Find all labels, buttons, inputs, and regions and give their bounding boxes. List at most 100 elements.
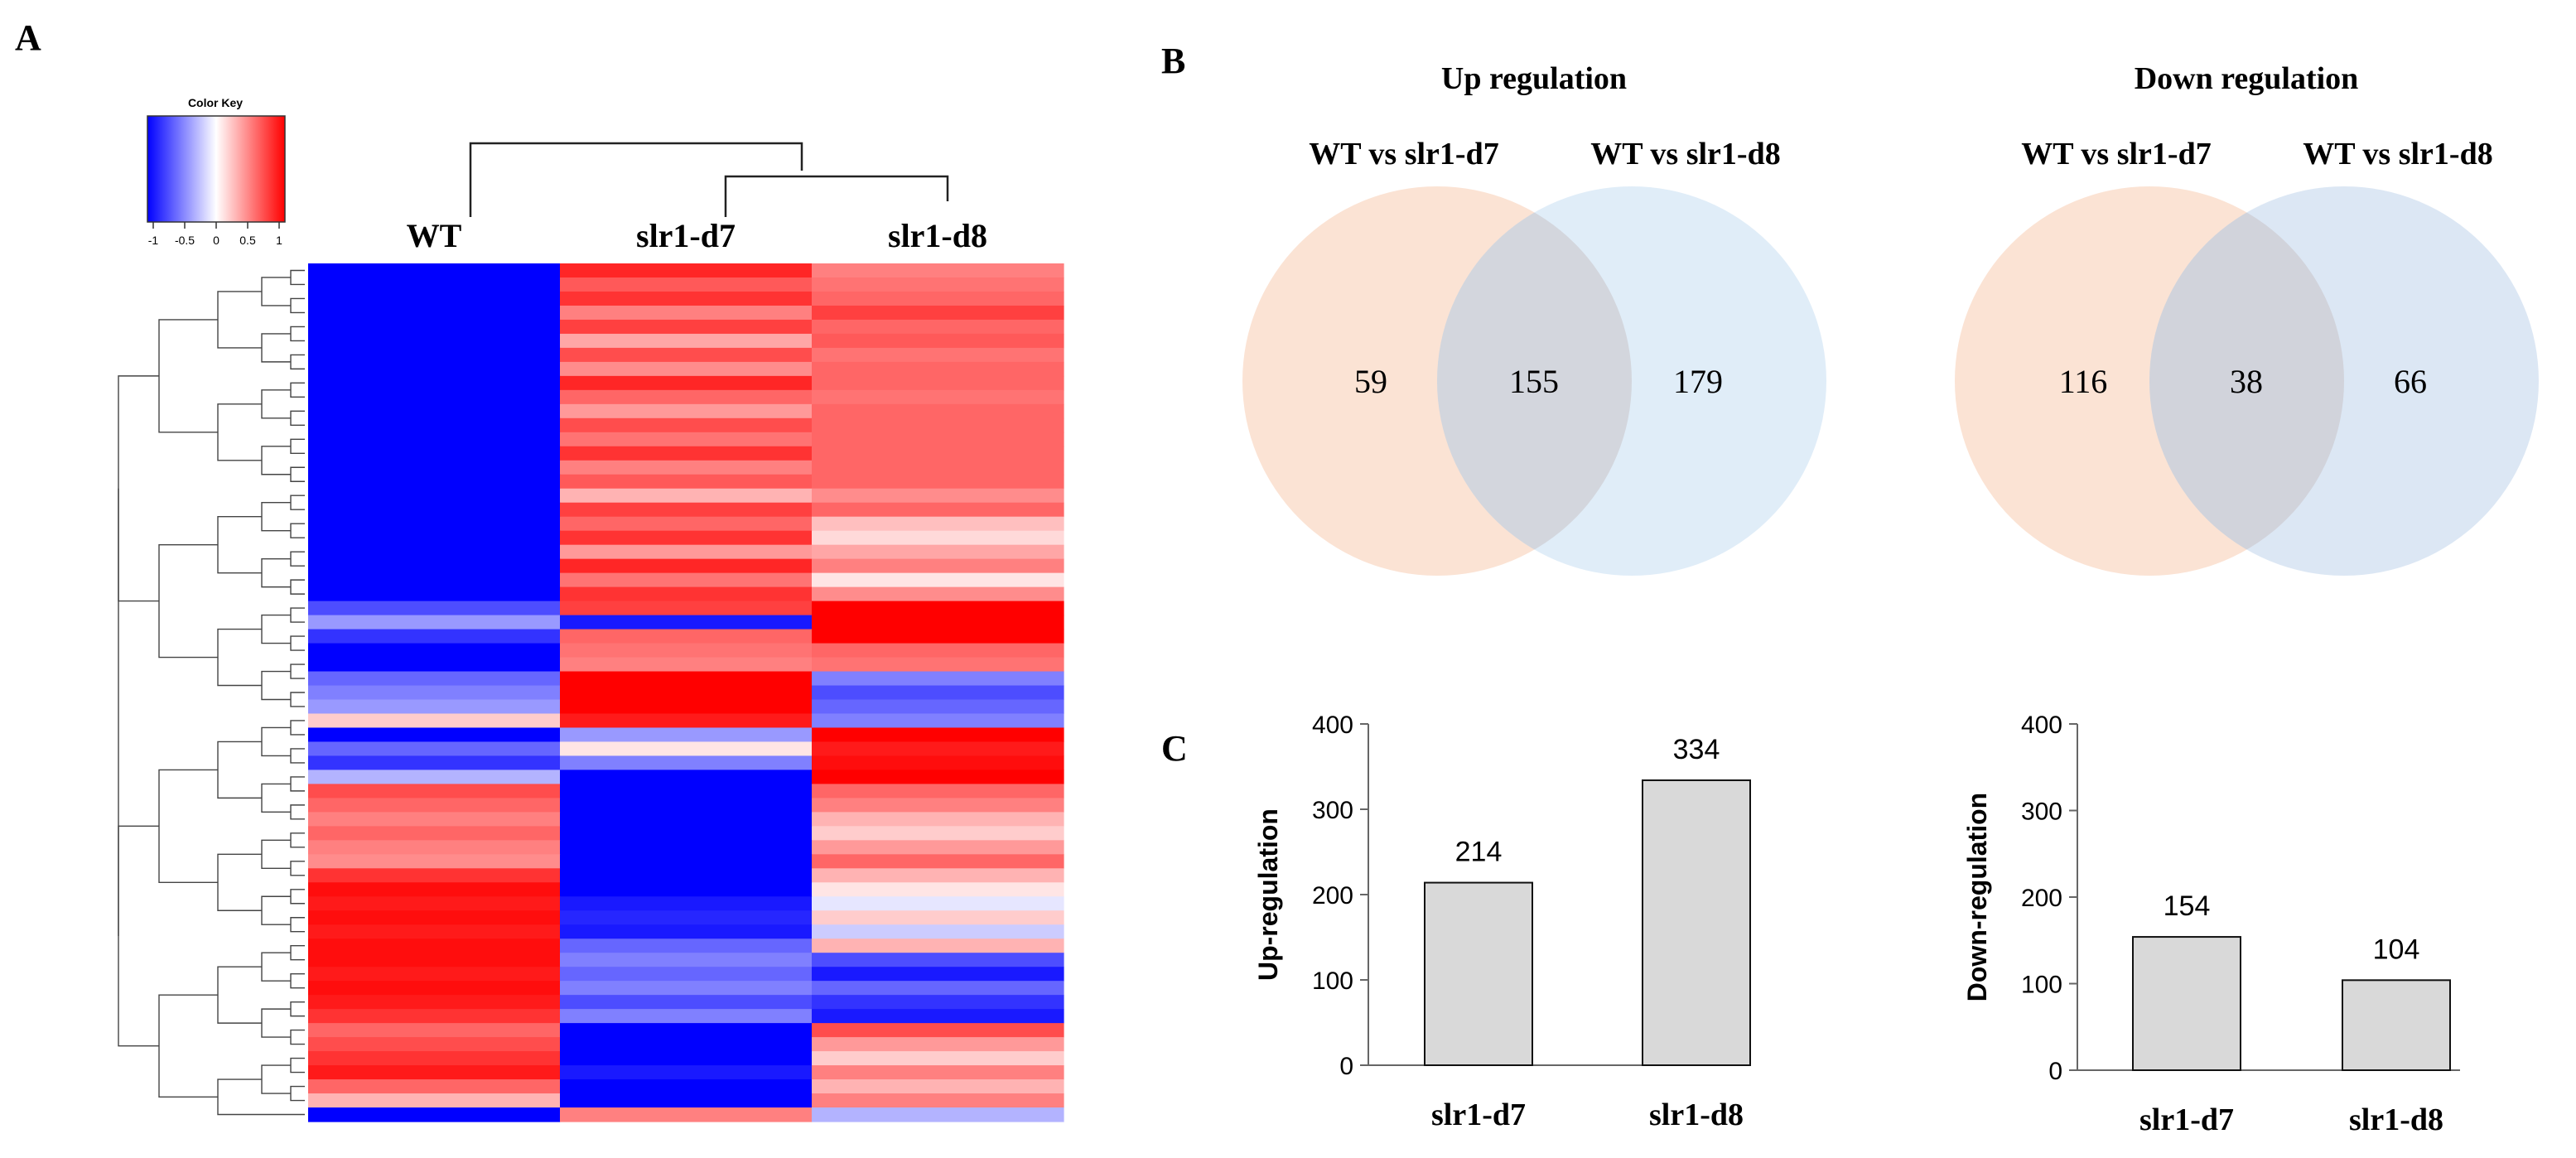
heatmap-cell: [308, 657, 561, 673]
heatmap-cell: [308, 516, 561, 532]
panel-label-c: C: [1161, 728, 1188, 769]
color-key-gradient: [147, 115, 286, 223]
heatmap-cell: [812, 685, 1064, 701]
heatmap-cell: [308, 854, 561, 869]
heatmap-cell: [308, 896, 561, 911]
heatmap-cell: [812, 474, 1064, 490]
heatmap-cell: [560, 727, 813, 743]
heatmap-cell: [560, 896, 813, 911]
heatmap-cell: [560, 995, 813, 1010]
heatmap-cell: [812, 375, 1064, 391]
heatmap-cell: [308, 1079, 561, 1094]
panel-label-a: A: [15, 17, 41, 58]
heatmap-cell: [308, 263, 561, 278]
color-key: Color Key -1 -0.5 0 0.5 1: [147, 96, 286, 247]
heatmap-cell: [812, 361, 1064, 377]
heatmap-cell: [560, 770, 813, 784]
heatmap-cell: [560, 446, 813, 461]
heatmap-cell: [560, 671, 813, 687]
heatmap-cell: [560, 530, 813, 546]
heatmap-cell: [812, 446, 1064, 461]
heatmap-cell: [560, 798, 813, 813]
heatmap-cell: [812, 629, 1064, 644]
heatmap-cell: [812, 586, 1064, 602]
row-dendrogram-branch: [290, 748, 305, 764]
heatmap-cell: [812, 432, 1064, 447]
color-key-tick-label: 1: [276, 234, 282, 247]
heatmap-cell: [308, 446, 561, 461]
heatmap-cell: [308, 291, 561, 306]
row-dendrogram-branch: [290, 326, 305, 342]
heatmap-cell: [308, 474, 561, 490]
heatmap-cell: [560, 840, 813, 855]
heatmap-cell: [560, 558, 813, 574]
heatmap-cell: [308, 530, 561, 546]
heatmap-cell: [308, 629, 561, 644]
heatmap-cell: [560, 699, 813, 715]
row-dendrogram-branch: [290, 354, 305, 370]
venn-count-left: 59: [1354, 363, 1387, 400]
heatmap-cell: [560, 1037, 813, 1052]
heatmap-cell: [812, 572, 1064, 588]
heatmap-cell: [560, 938, 813, 953]
row-dendrogram-branch: [290, 297, 305, 314]
heatmap-cell: [812, 417, 1064, 433]
y-tick-label: 200: [1312, 882, 1353, 910]
heatmap-cell: [308, 812, 561, 827]
row-dendrogram-branch: [261, 670, 291, 701]
venn-set-label: WT vs slr1-d7: [2021, 137, 2211, 171]
heatmap-cell: [560, 1009, 813, 1024]
row-dendrogram-branch: [290, 832, 305, 848]
row-dendrogram-branch: [261, 726, 291, 757]
row-dendrogram-branch: [158, 319, 218, 433]
heatmap-cell: [308, 784, 561, 799]
heatmap-cell: [560, 812, 813, 827]
heatmap-cell: [308, 417, 561, 433]
heatmap-cell: [308, 995, 561, 1010]
heatmap-cell: [308, 1107, 561, 1122]
row-dendrogram-branch: [290, 382, 305, 398]
row-dendrogram-branch: [261, 1064, 291, 1094]
heatmap-cell: [812, 601, 1064, 616]
heatmap-cell: [308, 488, 561, 504]
heatmap-column-label: slr1-d8: [888, 217, 987, 254]
heatmap-cell: [560, 924, 813, 939]
heatmap-cell: [308, 403, 561, 419]
venn-title: Down regulation: [2135, 61, 2359, 96]
row-dendrogram-branch: [158, 543, 218, 659]
heatmap-cell: [308, 460, 561, 475]
heatmap-cell: [560, 586, 813, 602]
heatmap-cell: [560, 1107, 813, 1122]
y-tick-label: 100: [2021, 972, 2062, 999]
row-dendrogram-branch: [290, 692, 305, 707]
heatmap-cell: [560, 741, 813, 757]
heatmap-cell: [812, 798, 1064, 813]
y-tick-label: 100: [1312, 967, 1353, 995]
row-dendrogram-branch: [290, 607, 305, 623]
heatmap-cell: [812, 1009, 1064, 1024]
row-dendrogram-branch: [290, 269, 305, 286]
heatmap-cell: [308, 502, 561, 518]
color-key-tick-label: -1: [148, 234, 159, 247]
row-dendrogram-branch: [217, 628, 262, 687]
row-dendrogram-branch: [290, 917, 305, 933]
heatmap-cell: [308, 981, 561, 996]
row-dendrogram-branch: [217, 741, 262, 799]
heatmap-cell: [812, 755, 1064, 771]
heatmap-cell: [560, 868, 813, 883]
heatmap-cell: [560, 784, 813, 799]
heatmap-cell: [308, 347, 561, 363]
row-dendrogram-branch: [290, 945, 305, 961]
row-dendrogram-branch: [261, 895, 291, 925]
bar: [2342, 979, 2451, 1071]
heatmap-cell: [308, 798, 561, 813]
heatmap-cell: [812, 854, 1064, 869]
heatmap-cell: [812, 910, 1064, 925]
heatmap-cell: [308, 699, 561, 715]
heatmap-cell: [308, 671, 561, 687]
heatmap-cell: [560, 263, 813, 278]
heatmap-cell: [560, 389, 813, 405]
y-tick-label: 400: [1312, 712, 1353, 739]
row-dendrogram-branch: [290, 776, 305, 792]
heatmap-cell: [560, 1051, 813, 1066]
